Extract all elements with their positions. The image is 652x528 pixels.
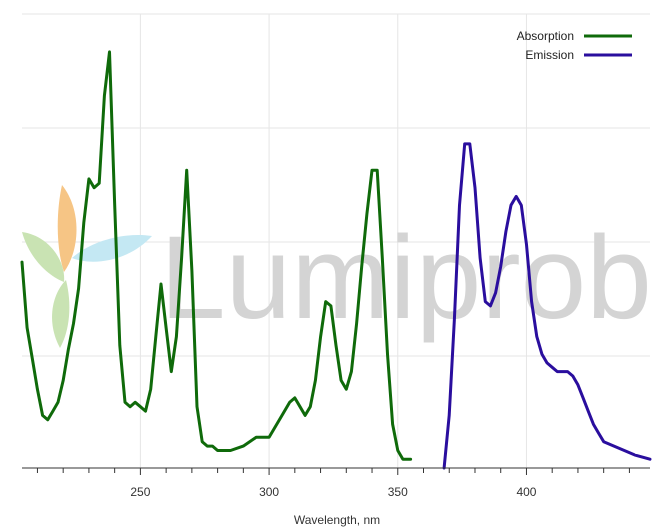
x-tick-label: 250: [130, 485, 150, 499]
x-axis: 250 300 350 400: [22, 467, 650, 499]
x-tick-label: 350: [388, 485, 408, 499]
legend-label-absorption: Absorption: [517, 29, 574, 43]
legend: Absorption Emission: [517, 29, 632, 62]
series-line-absorption: [20, 50, 413, 461]
watermark-text: Lumiprobe: [160, 212, 652, 344]
x-tick-label: 300: [259, 485, 279, 499]
watermark: Lumiprobe: [22, 185, 652, 348]
watermark-logo-leaf-orange: [57, 185, 77, 272]
watermark-logo-leaf-blue: [72, 234, 152, 262]
series-line-emission: [442, 142, 652, 470]
x-tick-label: 400: [516, 485, 536, 499]
series-lines: [20, 50, 652, 470]
watermark-logo-leaf-green: [22, 232, 65, 282]
legend-label-emission: Emission: [525, 48, 574, 62]
watermark-logo-leaf-green-lower: [52, 280, 70, 348]
x-axis-title: Wavelength, nm: [294, 513, 380, 527]
